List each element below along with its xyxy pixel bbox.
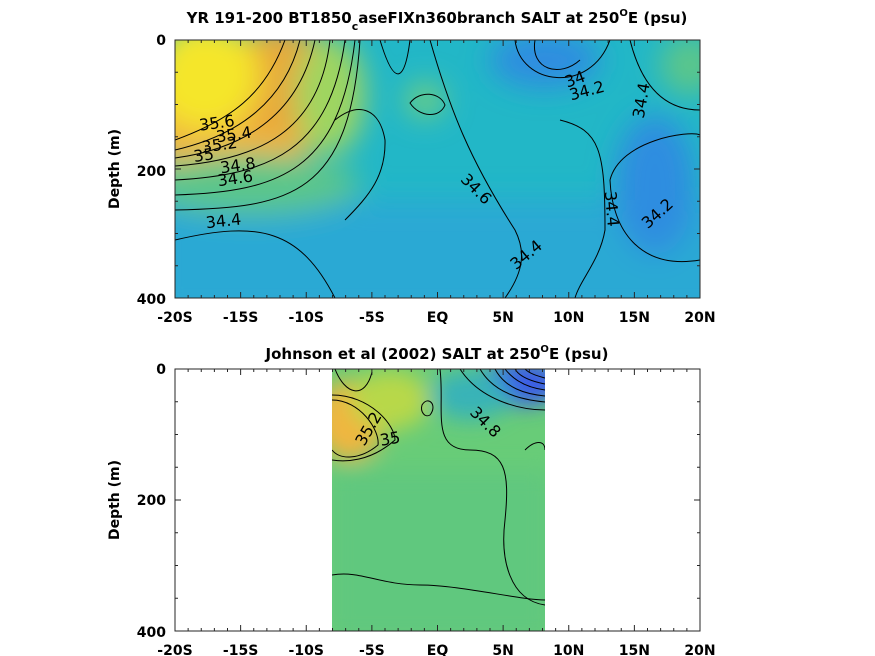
contour-label: 35.4 (215, 123, 253, 147)
x-tick-labels-1: -20S -15S -10S -5S EQ 5N 10N 15N 20N (157, 310, 715, 326)
x-tick-label: EQ (427, 310, 449, 326)
tick-marks-2 (174, 368, 701, 632)
tick-marks-1 (174, 39, 701, 299)
x-tick-label: -20S (157, 310, 192, 326)
y-tick-label: 200 (137, 493, 166, 509)
panel-model: YR 191-200 BT1850caseFIXn360branch SALT … (107, 8, 716, 326)
y-tick-label: 200 (137, 164, 166, 180)
chart-title-2: Johnson et al (2002) SALT at 250OE (psu) (265, 344, 609, 363)
y-axis-label-2: Depth (m) (107, 460, 123, 540)
x-tick-label: -15S (223, 643, 258, 656)
contour-label: 34.4 (601, 190, 623, 227)
x-tick-label: 15N (619, 643, 650, 656)
y-tick-labels-1: 0 200 400 (137, 33, 166, 308)
contour-label: 35 (192, 144, 215, 166)
x-tick-label: 10N (553, 310, 584, 326)
x-tick-label: 10N (553, 643, 584, 656)
x-tick-label: 5N (492, 643, 513, 656)
contour-label: 34.6 (216, 166, 254, 190)
contour-label: 35 (378, 428, 401, 450)
contour-label: 34.4 (205, 210, 242, 233)
x-tick-label: -20S (157, 643, 192, 656)
y-tick-label: 400 (137, 625, 166, 641)
x-tick-label: 15N (619, 310, 650, 326)
y-tick-label: 0 (156, 362, 166, 378)
y-tick-labels-2: 0 200 400 (137, 362, 166, 641)
x-tick-labels-2: -20S -15S -10S -5S EQ 5N 10N 15N 20N (157, 643, 715, 656)
contour-label: 35.6 (198, 111, 236, 135)
y-tick-label: 0 (156, 33, 166, 49)
contour-label: 35.2 (201, 133, 239, 157)
y-tick-label: 400 (137, 292, 166, 308)
x-tick-label: 20N (684, 310, 715, 326)
contour-label: 34.8 (219, 154, 257, 178)
chart-title-1: YR 191-200 BT1850caseFIXn360branch SALT … (186, 8, 688, 33)
x-tick-label: -10S (289, 310, 324, 326)
x-tick-label: -5S (359, 643, 385, 656)
x-tick-label: -10S (289, 643, 324, 656)
x-tick-label: -5S (359, 310, 385, 326)
x-tick-label: EQ (427, 643, 449, 656)
salinity-field-model (175, 40, 700, 298)
x-tick-label: -15S (223, 310, 258, 326)
y-axis-label-1: Depth (m) (107, 129, 123, 209)
panel-johnson: Johnson et al (2002) SALT at 250OE (psu) (107, 344, 716, 656)
x-tick-label: 20N (684, 643, 715, 656)
x-tick-label: 5N (492, 310, 513, 326)
salinity-field-observed (332, 369, 545, 631)
